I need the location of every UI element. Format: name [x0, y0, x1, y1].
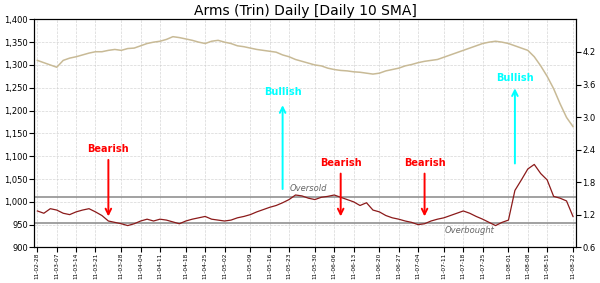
Text: Bullish: Bullish — [264, 87, 301, 97]
Text: Bullish: Bullish — [496, 73, 534, 83]
Text: Overbought: Overbought — [445, 226, 494, 235]
Title: Arms (Trin) Daily [Daily 10 SMA]: Arms (Trin) Daily [Daily 10 SMA] — [194, 4, 416, 18]
Text: Bearish: Bearish — [88, 144, 129, 154]
Text: Bearish: Bearish — [404, 158, 445, 168]
Text: Oversold: Oversold — [290, 184, 327, 193]
Text: Bearish: Bearish — [320, 158, 361, 168]
